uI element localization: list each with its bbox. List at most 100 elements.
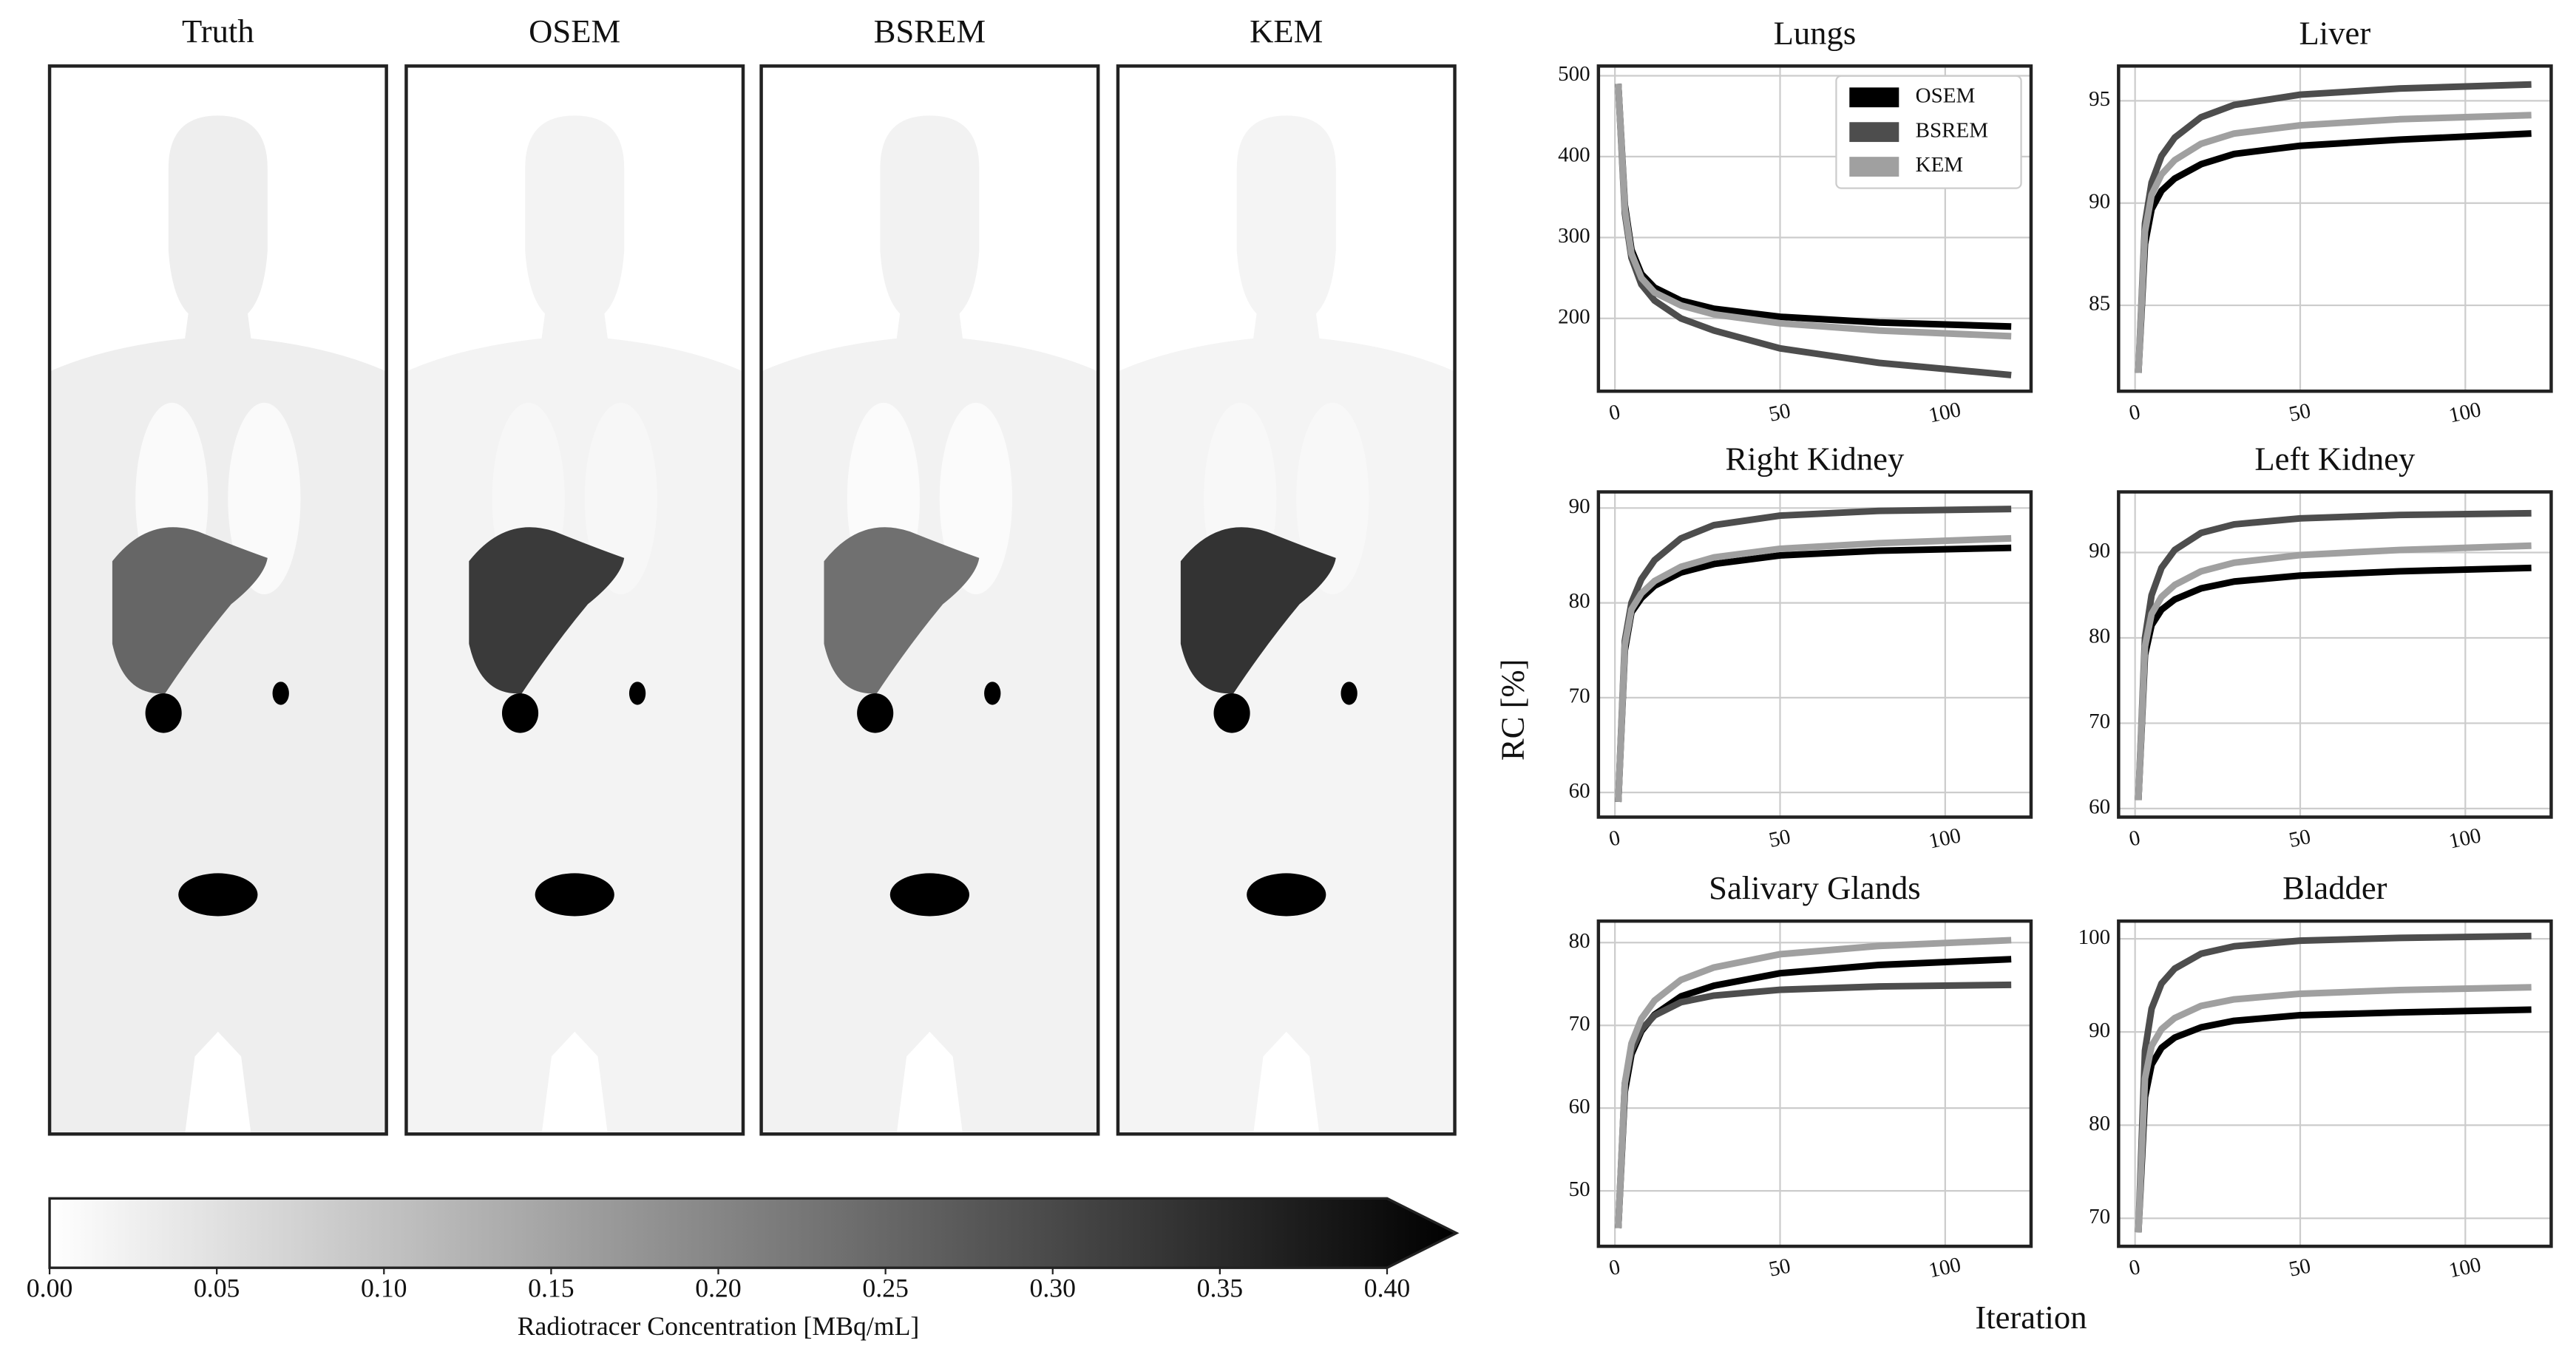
x-tick-label: 50 (1767, 399, 1793, 426)
panel-title: Truth (182, 13, 254, 50)
x-tick-label: 50 (2287, 1254, 2313, 1281)
line-chart: Salivary Glands 0 50 100 50 60 70 80 (1569, 869, 2033, 1282)
x-tick-label: 0 (1607, 1255, 1622, 1280)
x-axis-label: Iteration (1975, 1299, 2087, 1336)
series-line (2135, 81, 2532, 373)
x-tick-label: 0 (1607, 400, 1622, 425)
line-chart: Lungs 0 50 100 200 300 400 500 OSEM BSREM KEM (1558, 14, 2033, 427)
y-tick-label: 70 (1569, 1012, 1590, 1036)
colorbar-tick-label: 0.00 (27, 1274, 73, 1303)
y-tick-label: 70 (2089, 710, 2110, 733)
series-line (2135, 984, 2532, 1233)
panel-title: KEM (1250, 13, 1323, 50)
panel-frame (47, 64, 388, 1136)
line-chart: Left Kidney 0 50 100 60 70 80 90 (2089, 441, 2553, 854)
plot-frame (1596, 64, 2033, 393)
series-line (1615, 534, 2012, 803)
x-tick-label: 100 (2447, 398, 2483, 427)
y-tick-label: 300 (1558, 224, 1590, 248)
x-tick-label: 50 (1767, 1254, 1793, 1281)
x-tick-label: 100 (1927, 398, 1963, 427)
series-line (1615, 937, 2012, 1228)
x-tick-label: 0 (1607, 826, 1622, 851)
y-tick-label: 70 (1569, 684, 1590, 708)
y-tick-label: 80 (1569, 929, 1590, 953)
body-image (406, 115, 744, 1135)
plot-frame (1596, 490, 2033, 819)
chart-title: Left Kidney (2254, 441, 2416, 477)
chart-title: Bladder (2282, 869, 2387, 906)
x-tick-label: 100 (2447, 823, 2483, 853)
y-tick-label: 60 (1569, 779, 1590, 803)
y-tick-label: 85 (2089, 292, 2110, 316)
y-tick-label: 100 (2078, 925, 2111, 949)
legend-swatch (1849, 157, 1899, 177)
x-tick-label: 50 (2287, 399, 2313, 426)
panel-frame (404, 64, 745, 1136)
colorbar-tick-label: 0.40 (1364, 1274, 1411, 1303)
body-image (1117, 115, 1455, 1135)
panel-frame (759, 64, 1100, 1136)
series-line (2135, 542, 2532, 801)
chart-title: Lungs (1774, 14, 1857, 51)
x-tick-label: 0 (2127, 1255, 2143, 1280)
y-tick-label: 95 (2089, 87, 2110, 111)
y-tick-label: 50 (1569, 1177, 1590, 1201)
colorbar-tick-label: 0.05 (194, 1274, 240, 1303)
body-image (761, 115, 1099, 1135)
legend-label: BSREM (1916, 118, 1988, 142)
colorbar-tick-label: 0.30 (1030, 1274, 1077, 1303)
series-line (2135, 564, 2532, 801)
legend-label: OSEM (1916, 84, 1976, 107)
colorbar-tick-label: 0.25 (862, 1274, 909, 1303)
series-line (1615, 544, 2012, 803)
image-panels: Truth OSEM BSREM KEM (47, 13, 1457, 1136)
line-chart: Bladder 0 50 100 70 80 90 100 (2078, 869, 2553, 1282)
y-tick-label: 90 (2089, 189, 2110, 213)
chart-title: Salivary Glands (1709, 869, 1921, 906)
colorbar: Radiotracer Concentration [MBq/mL] 0.00 0… (27, 1197, 1460, 1341)
y-axis-label: RC [%] (1494, 659, 1531, 761)
legend-swatch (1849, 87, 1899, 108)
series-line (2135, 112, 2532, 373)
y-tick-label: 90 (2089, 539, 2110, 562)
series-line (2135, 1006, 2532, 1233)
plot-frame (2117, 490, 2553, 819)
plot-frame (1596, 919, 2033, 1248)
colorbar-tick-label: 0.15 (528, 1274, 574, 1303)
y-tick-label: 60 (1569, 1095, 1590, 1118)
y-tick-label: 200 (1558, 305, 1590, 328)
x-tick-label: 100 (1927, 823, 1963, 853)
panel-frame (1116, 64, 1457, 1136)
colorbar-label: Radiotracer Concentration [MBq/mL] (518, 1311, 920, 1341)
colorbar-tick-label: 0.10 (361, 1274, 407, 1303)
y-tick-label: 70 (2089, 1205, 2110, 1228)
series-line (1615, 84, 2012, 340)
line-chart: Liver 0 50 100 85 90 95 (2089, 14, 2553, 427)
line-chart: Right Kidney 0 50 100 60 70 80 90 (1569, 441, 2033, 854)
y-tick-label: 90 (1569, 494, 1590, 518)
x-tick-label: 100 (1927, 1253, 1963, 1282)
panel-title: OSEM (529, 13, 620, 50)
x-tick-label: 0 (2127, 400, 2143, 425)
legend-label: KEM (1916, 153, 1963, 177)
y-tick-label: 80 (2089, 1112, 2110, 1135)
x-tick-label: 50 (2287, 825, 2313, 852)
y-tick-label: 80 (2089, 625, 2110, 648)
series-line (2135, 932, 2532, 1233)
x-tick-label: 0 (2127, 826, 2143, 851)
body-image (50, 115, 387, 1135)
y-tick-label: 80 (1569, 589, 1590, 613)
y-tick-label: 500 (1558, 62, 1590, 86)
chart-title: Liver (2299, 14, 2371, 51)
x-tick-label: 50 (1767, 825, 1793, 852)
chart-title: Right Kidney (1725, 441, 1905, 477)
series-line (1615, 956, 2012, 1228)
plot-frame (2117, 64, 2553, 393)
x-tick-label: 100 (2447, 1253, 2483, 1282)
colorbar-tick-label: 0.35 (1197, 1274, 1244, 1303)
legend-swatch (1849, 122, 1899, 143)
colorbar-tick-label: 0.20 (695, 1274, 742, 1303)
